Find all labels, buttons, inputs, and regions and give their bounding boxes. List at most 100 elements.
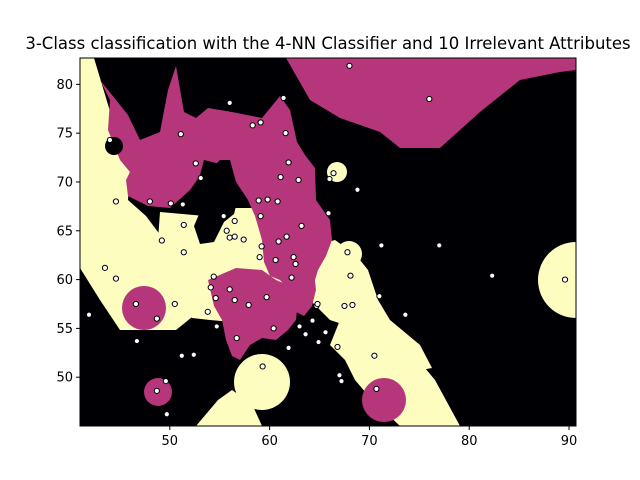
data-point (249, 122, 256, 129)
region-yellow-bubble-upper (327, 162, 347, 182)
data-point (167, 200, 174, 207)
region-magenta-main (100, 66, 332, 300)
data-point (283, 233, 290, 240)
y-tick-label: 60 (56, 273, 73, 288)
y-tick-label: 70 (56, 175, 73, 190)
data-point (277, 173, 284, 181)
regions-magenta (100, 58, 576, 422)
data-point (336, 372, 343, 379)
data-point (315, 338, 322, 346)
y-tick-label: 80 (56, 78, 73, 93)
data-points (85, 62, 569, 418)
data-point (240, 236, 247, 243)
data-point (272, 256, 279, 264)
data-point (190, 351, 197, 358)
data-point (226, 99, 233, 107)
data-point (197, 174, 204, 182)
data-point (322, 329, 329, 336)
y-tick-label: 75 (56, 127, 73, 142)
data-point (280, 94, 287, 102)
data-point (226, 286, 233, 293)
data-point (233, 335, 240, 342)
data-point (226, 234, 233, 241)
data-point (274, 198, 281, 205)
data-point (309, 317, 316, 324)
data-point (163, 411, 170, 418)
data-point (302, 331, 309, 338)
data-point (298, 222, 305, 229)
data-point (344, 249, 351, 256)
x-axis: 50 60 70 80 90 (162, 426, 578, 449)
data-point (257, 213, 264, 220)
axes-frame (79, 57, 577, 427)
data-point (192, 160, 199, 167)
data-point (162, 377, 169, 385)
data-point (341, 302, 348, 310)
data-point (326, 175, 333, 183)
region-black-island-center (194, 160, 238, 244)
data-point (178, 352, 185, 359)
data-point (245, 301, 252, 309)
region-yellow-bubble-bottom (234, 354, 290, 410)
region-magenta-circle-bottom (362, 378, 406, 422)
data-point (257, 119, 264, 126)
data-point (101, 264, 109, 271)
data-point (378, 242, 385, 249)
data-point (285, 344, 292, 352)
y-axis: 50 55 60 65 70 75 80 (56, 78, 80, 386)
data-point (282, 130, 289, 137)
data-point (347, 272, 354, 279)
data-point (256, 254, 263, 261)
data-point (153, 387, 160, 394)
data-point (204, 308, 211, 315)
data-point (179, 201, 186, 208)
x-tick-label: 50 (162, 434, 179, 449)
region-yellow-bottom-left (196, 390, 262, 426)
data-point (158, 237, 165, 244)
data-point (223, 227, 230, 234)
data-point (489, 272, 496, 279)
data-point (349, 301, 356, 309)
data-point (112, 275, 120, 282)
data-point (231, 233, 238, 240)
data-point (288, 274, 295, 281)
data-point (334, 343, 341, 351)
data-point (153, 315, 160, 322)
x-tick-label: 60 (261, 434, 278, 449)
data-point (426, 95, 433, 103)
data-point (275, 238, 282, 245)
data-point (314, 300, 321, 308)
data-point (354, 186, 361, 193)
regions-black-islands (105, 137, 301, 361)
data-point (270, 325, 277, 332)
data-point (177, 131, 184, 138)
data-point (436, 242, 443, 249)
region-yellow-bubble-left (103, 268, 131, 296)
data-point (258, 243, 265, 250)
y-tick-label: 55 (56, 322, 73, 337)
region-yellow-bubble-right (538, 242, 576, 318)
data-point (146, 198, 153, 205)
x-tick-label: 80 (461, 434, 478, 449)
data-point (376, 293, 383, 300)
data-point (132, 300, 139, 308)
data-point (402, 311, 409, 318)
data-point (231, 217, 238, 225)
data-point (325, 210, 332, 217)
data-point (171, 300, 178, 308)
data-point (296, 323, 303, 330)
data-point (133, 337, 140, 345)
data-point (285, 159, 292, 166)
y-tick-label: 65 (56, 224, 73, 239)
region-yellow-bottom-wedge (330, 300, 460, 426)
data-point (112, 198, 120, 205)
data-point (338, 377, 345, 385)
data-point (330, 170, 337, 177)
data-point (346, 62, 353, 69)
data-point (210, 273, 217, 280)
x-tick-label: 90 (561, 434, 578, 449)
data-point (371, 352, 378, 359)
chart-title: 3-Class classification with the 4-NN Cla… (25, 34, 630, 53)
data-point (85, 311, 93, 318)
